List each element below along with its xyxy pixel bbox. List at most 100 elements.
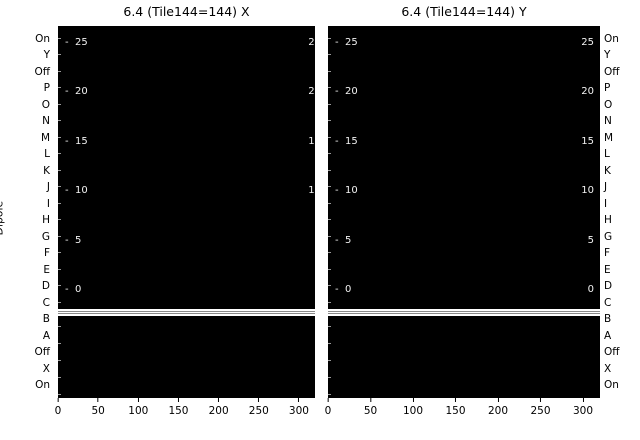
y-tick-label-left: X xyxy=(42,362,50,375)
y-tick-label-left: On xyxy=(35,33,50,45)
y-tick-label-right: I xyxy=(604,197,608,210)
inner-tick-value: 15 xyxy=(345,135,358,147)
spine-tick-mark xyxy=(328,38,331,39)
spine-tick-mark xyxy=(328,219,331,221)
inner-tick-value: 25 xyxy=(308,37,315,48)
axes-sub-x[interactable] xyxy=(58,316,315,398)
y-tick-label-left: I xyxy=(46,197,50,210)
x-axis-panel-x: 0 50 100 150 200 250 300 xyxy=(54,398,315,428)
y-tick-label-left: P xyxy=(43,82,50,95)
inner-tick-label: -5 xyxy=(335,234,351,246)
inner-tick-value: 15 xyxy=(308,135,315,147)
x-tick-label: 150 xyxy=(168,405,189,417)
x-tick-label: 0 xyxy=(54,405,62,417)
x-tick: 0 xyxy=(54,398,62,417)
axes-sub-y[interactable] xyxy=(328,316,600,398)
spine-tick-mark xyxy=(58,285,61,287)
panel-divider-y xyxy=(328,309,600,316)
y-tick-label-right: J xyxy=(604,181,608,194)
spine-tick-mark xyxy=(58,136,61,138)
y-tick-labels-left: On Y Off P O N M L K J I H G F E D C B A Off X On xyxy=(16,26,51,398)
axes-main-x[interactable]: -25-25-20-20-15-15-10-10-5-5-0-0 xyxy=(58,26,315,309)
tick-dash-icon: - xyxy=(335,234,339,246)
inner-tick-label: -0 xyxy=(588,285,594,295)
inner-tick-label: -20 xyxy=(581,87,594,97)
spine-tick-mark xyxy=(328,202,331,204)
y-tick-label-right: On xyxy=(604,379,619,391)
spine-tick-mark xyxy=(58,377,61,378)
spine-tick-mark xyxy=(58,326,61,327)
inner-tick-label: -25 xyxy=(65,38,88,48)
y-tick-label-left: C xyxy=(42,296,50,309)
inner-tick-label: -15 xyxy=(581,135,594,147)
inner-tick-value: 20 xyxy=(75,86,88,98)
y-tick-labels-right: On Y Off P O N M L K J I H G F E D C B A Off X On xyxy=(604,26,638,398)
inner-tick-label: -5 xyxy=(588,235,594,246)
tick-dash-icon: - xyxy=(65,86,69,98)
inner-tick-label: -10 xyxy=(581,186,594,196)
y-tick-label-left: M xyxy=(40,131,50,144)
y-tick-label-right: O xyxy=(604,98,613,111)
x-tick-label: 50 xyxy=(91,405,105,417)
x-tick-mark xyxy=(370,398,371,402)
x-tick: 250 xyxy=(530,398,551,417)
panel-title-x: 6.4 (Tile144=144) X xyxy=(123,4,250,19)
inner-tick-value: 10 xyxy=(581,185,594,197)
inner-tick-value: 0 xyxy=(345,284,352,295)
y-tick-label-left: O xyxy=(41,98,50,111)
y-tick-label-left: Y xyxy=(43,49,50,62)
spine-tick-mark xyxy=(58,343,61,344)
x-tick-label: 100 xyxy=(128,405,149,417)
spine-tick-mark xyxy=(328,54,331,56)
spine-tick-mark xyxy=(328,268,331,270)
plot-panel-y[interactable]: 6.4 (Tile144=144) Y -25-25-20-20-15-15-1… xyxy=(328,4,600,398)
axes-stack-y: -25-25-20-20-15-15-10-10-5-5-0-0 xyxy=(328,26,600,398)
spine-tick-mark xyxy=(58,252,61,254)
tick-dash-icon: - xyxy=(65,234,69,246)
y-tick-label-right: L xyxy=(604,148,610,161)
tick-dash-icon: - xyxy=(335,86,339,98)
y-tick-label-right: Off xyxy=(604,65,620,78)
spine-tick-mark xyxy=(58,235,61,237)
inner-tick-label: -15 xyxy=(335,135,358,147)
inner-tick-value: 10 xyxy=(308,185,315,197)
spine-tick-mark xyxy=(328,186,331,188)
y-tick-label-right: A xyxy=(604,329,612,342)
x-tick-label: 200 xyxy=(487,405,509,417)
x-tick-label: 150 xyxy=(445,405,466,417)
inner-tick-label: -20 xyxy=(335,87,358,97)
y-tick-label-left: F xyxy=(43,247,50,260)
plot-panel-x[interactable]: 6.4 (Tile144=144) X -25-25-20-20-15-15-1… xyxy=(58,4,315,398)
y-tick-label-right: Y xyxy=(604,49,611,62)
spine-tick-mark xyxy=(58,202,61,204)
spine-tick-mark xyxy=(58,169,61,171)
y-tick-label-right: Off xyxy=(604,346,620,359)
y-tick-label-right: P xyxy=(604,82,611,95)
x-tick: 250 xyxy=(249,398,269,417)
y-tick-label-right: B xyxy=(604,313,612,326)
spine-tick-mark xyxy=(58,38,61,39)
x-tick: 300 xyxy=(289,398,309,417)
x-tick-mark xyxy=(218,398,220,402)
inner-tick-value: 15 xyxy=(581,135,594,147)
inner-tick-value: 20 xyxy=(345,86,358,98)
x-tick: 200 xyxy=(488,398,508,417)
x-tick-label: 100 xyxy=(402,405,424,417)
spine-tick-mark xyxy=(328,360,331,361)
spine-tick-mark xyxy=(328,136,331,138)
x-tick-mark xyxy=(258,398,260,402)
y-tick-label-left: L xyxy=(44,148,50,161)
y-tick-label-right: C xyxy=(604,296,612,309)
spine-tick-mark xyxy=(328,326,331,327)
tick-dash-icon: - xyxy=(65,185,69,197)
axes-main-y[interactable]: -25-25-20-20-15-15-10-10-5-5-0-0 xyxy=(328,26,600,309)
inner-tick-label: -15 xyxy=(65,136,88,147)
x-tick-label: 250 xyxy=(530,405,551,417)
y-tick-label-left: On xyxy=(35,379,50,391)
tick-dash-icon: - xyxy=(335,37,339,48)
y-tick-label-right: G xyxy=(604,230,613,243)
y-tick-label-left: J xyxy=(46,181,50,194)
inner-tick-label: -5 xyxy=(65,234,81,246)
x-tick: 300 xyxy=(573,398,593,417)
y-tick-label-left: A xyxy=(42,329,50,342)
